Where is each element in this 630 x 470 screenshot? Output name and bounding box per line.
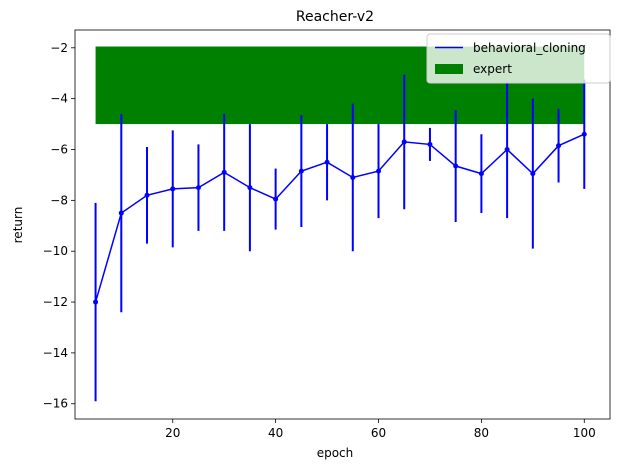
y-tick-label: −12: [43, 295, 68, 309]
x-axis-label: epoch: [317, 446, 354, 460]
data-point: [118, 210, 124, 216]
data-point: [581, 131, 587, 137]
data-point: [453, 163, 459, 169]
x-tick-label: 20: [165, 426, 180, 440]
series-line-behavioral-cloning: [94, 133, 585, 303]
data-point: [273, 196, 279, 202]
axes-frame: [74, 29, 611, 420]
y-tick-label: −10: [43, 244, 68, 258]
data-point: [247, 185, 253, 191]
data-point: [376, 168, 382, 174]
x-tick-label: 80: [474, 426, 489, 440]
data-point: [556, 143, 562, 149]
legend-band-marker: [435, 64, 463, 74]
data-point: [427, 141, 433, 147]
chart-title: Reacher-v2: [296, 9, 374, 25]
data-point: [298, 168, 304, 174]
data-point: [504, 146, 510, 152]
data-point: [144, 192, 150, 198]
legend-frame: [426, 33, 611, 84]
y-tick-label: −14: [43, 346, 68, 360]
y-tick-label: −6: [50, 142, 68, 156]
y-axis-label: return: [11, 207, 25, 244]
data-point: [195, 185, 201, 191]
data-point: [93, 299, 99, 305]
y-tick-label: −2: [50, 41, 68, 55]
data-point: [221, 169, 227, 175]
data-point: [324, 159, 330, 165]
x-tick-label: 40: [268, 426, 283, 440]
data-point: [478, 171, 484, 177]
x-tick-label: 60: [371, 426, 386, 440]
data-point: [350, 174, 356, 180]
legend-label-expert: expert: [473, 62, 512, 76]
data-point: [530, 171, 536, 177]
legend: behavioral_cloning expert: [426, 33, 611, 84]
y-tick-label: −16: [43, 397, 68, 411]
y-tick-label: −4: [50, 92, 68, 106]
y-tick-label: −8: [50, 193, 68, 207]
legend-label-behavioral-cloning: behavioral_cloning: [473, 41, 586, 55]
x-tick-label: 100: [573, 426, 596, 440]
data-point: [401, 139, 407, 145]
data-point: [170, 186, 176, 192]
